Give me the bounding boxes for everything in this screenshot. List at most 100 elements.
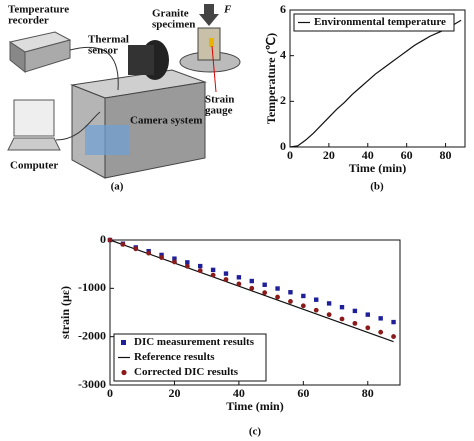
x-tick-label: 20 bbox=[323, 148, 335, 162]
marker bbox=[391, 319, 396, 325]
gauge bbox=[209, 38, 214, 47]
marker bbox=[159, 255, 164, 260]
marker bbox=[378, 329, 384, 335]
caption: (c) bbox=[249, 426, 262, 438]
y-tick-label: 0 bbox=[280, 139, 286, 153]
y-tick-label: -1000 bbox=[78, 280, 106, 294]
label: recorder bbox=[8, 15, 49, 27]
label: Temperature bbox=[8, 4, 69, 16]
caption: (a) bbox=[111, 181, 124, 193]
x-axis-label: Time (min) bbox=[226, 399, 283, 413]
series-line bbox=[109, 239, 394, 343]
marker bbox=[352, 320, 358, 326]
x-tick-label: 80 bbox=[362, 386, 374, 400]
laptop-base bbox=[7, 137, 61, 151]
laptop-screen bbox=[13, 99, 55, 137]
y-tick-label: -3000 bbox=[78, 377, 106, 391]
marker bbox=[262, 290, 268, 296]
x-tick-label: 60 bbox=[401, 148, 413, 162]
legend-swatch bbox=[121, 340, 126, 345]
marker bbox=[249, 278, 254, 284]
legend-label: Corrected DIC results bbox=[134, 366, 239, 378]
water-tank bbox=[85, 125, 130, 155]
y-tick-label: 2 bbox=[280, 93, 286, 107]
label: Thermal bbox=[88, 34, 129, 46]
label: Camera system bbox=[130, 115, 202, 127]
marker bbox=[365, 312, 370, 317]
force-arrow bbox=[199, 4, 219, 26]
plot-frame bbox=[289, 9, 466, 148]
marker bbox=[172, 259, 177, 265]
label: specimen bbox=[152, 19, 195, 31]
legend-box bbox=[293, 13, 455, 32]
y-axis-label: strain (με) bbox=[58, 286, 72, 339]
marker bbox=[262, 282, 267, 287]
label: Granite bbox=[152, 8, 189, 20]
marker bbox=[313, 307, 319, 313]
marker bbox=[236, 275, 242, 280]
camera-body bbox=[128, 45, 154, 75]
x-tick-label: 0 bbox=[107, 386, 113, 400]
marker bbox=[146, 250, 152, 256]
marker bbox=[159, 252, 164, 258]
plot-frame bbox=[109, 239, 401, 386]
marker bbox=[184, 263, 190, 269]
marker bbox=[288, 299, 293, 304]
marker bbox=[288, 290, 293, 295]
caption: (b) bbox=[370, 181, 384, 193]
marker bbox=[352, 308, 358, 314]
label: gauge bbox=[205, 105, 233, 117]
legend-label: Reference results bbox=[134, 351, 215, 363]
x-tick-label: 40 bbox=[362, 148, 374, 162]
label: Strain bbox=[205, 94, 234, 106]
marker bbox=[339, 304, 345, 310]
marker bbox=[339, 316, 345, 322]
label: F bbox=[223, 4, 232, 16]
marker bbox=[223, 277, 229, 282]
series-line bbox=[289, 19, 462, 148]
marker bbox=[172, 256, 177, 261]
y-tick-label: 0 bbox=[100, 232, 106, 246]
marker bbox=[314, 297, 319, 302]
recorder-side bbox=[9, 41, 26, 74]
y-tick-label: -2000 bbox=[78, 328, 106, 342]
x-tick-label: 40 bbox=[233, 386, 245, 400]
marker bbox=[236, 281, 242, 287]
x-tick-label: 60 bbox=[297, 386, 309, 400]
marker bbox=[365, 325, 371, 331]
marker bbox=[326, 312, 332, 318]
sensor-cable bbox=[69, 46, 119, 91]
marker bbox=[326, 301, 332, 306]
marker bbox=[275, 294, 280, 300]
legend-swatch bbox=[121, 369, 127, 376]
marker bbox=[249, 285, 255, 291]
marker bbox=[198, 263, 203, 269]
label: sensor bbox=[88, 45, 118, 57]
camera-cable bbox=[55, 111, 101, 141]
y-axis-label: Temperature (℃) bbox=[264, 33, 278, 124]
diagram: Temperature recorder Thermal sensor Gran… bbox=[7, 4, 241, 193]
legend-label: DIC measurement results bbox=[134, 336, 255, 348]
gauge-leader bbox=[211, 45, 217, 93]
y-tick-label: 6 bbox=[280, 2, 286, 16]
marker bbox=[197, 268, 203, 274]
marker bbox=[223, 271, 229, 276]
marker bbox=[275, 286, 280, 291]
x-tick-label: 80 bbox=[440, 148, 452, 162]
marker bbox=[133, 246, 139, 252]
y-tick-label: 4 bbox=[280, 47, 286, 61]
x-tick-label: 0 bbox=[287, 148, 293, 162]
x-tick-label: 20 bbox=[168, 386, 180, 400]
marker bbox=[120, 241, 126, 247]
marker bbox=[378, 316, 383, 321]
label: Computer bbox=[10, 160, 58, 172]
legend-label: Environmental temperature bbox=[314, 16, 446, 28]
marker bbox=[300, 303, 306, 309]
x-axis-label: Time (min) bbox=[349, 161, 406, 175]
marker bbox=[107, 237, 113, 243]
marker bbox=[210, 272, 216, 278]
marker bbox=[185, 260, 190, 265]
marker bbox=[391, 334, 396, 339]
marker bbox=[301, 293, 306, 299]
